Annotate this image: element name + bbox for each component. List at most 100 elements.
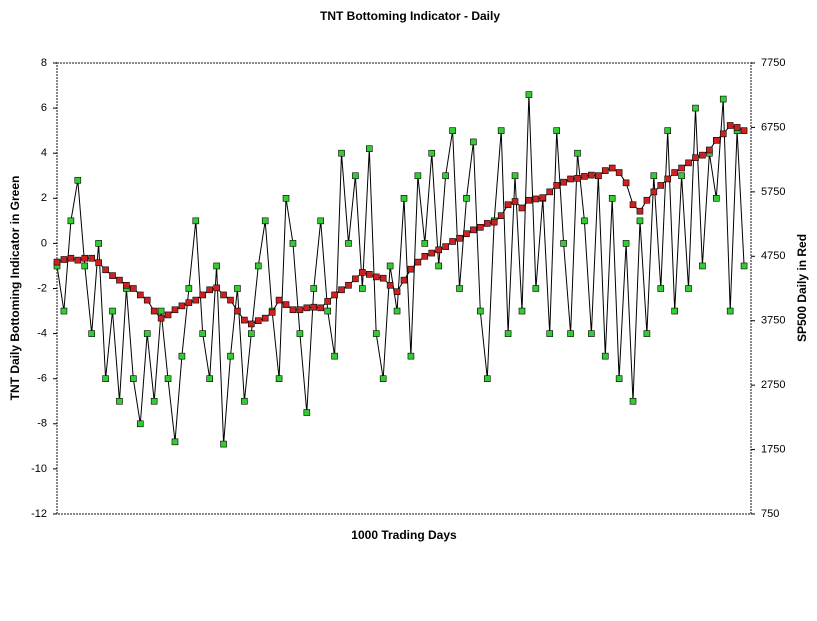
point-marker: [338, 149, 345, 157]
point-marker: [199, 330, 207, 337]
y-axis-label: TNT Daily Bottoming Indicator in Green: [8, 176, 22, 401]
point-marker: [220, 440, 227, 448]
y2-tick-label: 2750: [761, 379, 785, 391]
point-marker: [726, 122, 734, 129]
point-marker: [282, 301, 290, 308]
point-marker: [560, 240, 567, 247]
point-marker: [102, 266, 109, 274]
point-marker: [185, 299, 193, 306]
point-marker: [81, 254, 89, 262]
point-marker: [178, 302, 186, 310]
point-marker: [546, 330, 554, 337]
point-marker: [164, 311, 172, 319]
point-marker: [338, 286, 345, 294]
point-marker: [60, 307, 68, 315]
point-marker: [192, 296, 200, 304]
point-marker: [310, 285, 318, 292]
point-marker: [192, 217, 200, 225]
y-tick-label: 4: [41, 147, 47, 159]
point-marker: [699, 262, 706, 270]
point-marker: [60, 256, 68, 263]
point-marker: [483, 220, 491, 227]
point-marker: [157, 307, 165, 315]
point-marker: [497, 212, 505, 219]
point-marker: [560, 178, 567, 186]
y-tick-label: 6: [41, 102, 47, 114]
point-marker: [379, 375, 387, 383]
y-tick-label: -10: [31, 463, 47, 475]
point-marker: [712, 137, 720, 144]
point-marker: [241, 316, 248, 324]
point-marker: [726, 307, 734, 315]
point-marker: [553, 127, 560, 134]
point-marker: [504, 330, 512, 337]
point-marker: [213, 262, 220, 270]
point-marker: [227, 352, 234, 360]
point-marker: [463, 195, 470, 202]
point-marker: [456, 285, 463, 292]
point-marker: [699, 151, 706, 159]
point-marker: [685, 159, 692, 167]
point-marker: [310, 303, 318, 311]
point-marker: [567, 175, 574, 183]
point-marker: [629, 201, 637, 209]
point-marker: [248, 320, 255, 328]
point-marker: [643, 196, 651, 204]
y2-tick-label: 4750: [761, 250, 785, 262]
point-marker: [636, 217, 644, 225]
point-marker: [386, 262, 394, 270]
y2-tick-label: 7750: [761, 57, 785, 69]
point-marker: [435, 262, 443, 270]
point-marker: [442, 243, 449, 250]
point-marker: [692, 104, 699, 112]
point-marker: [331, 291, 338, 299]
point-marker: [303, 409, 311, 416]
point-marker: [220, 291, 227, 299]
point-marker: [470, 138, 477, 146]
point-marker: [241, 397, 248, 405]
point-marker: [400, 276, 408, 284]
point-marker: [719, 130, 727, 138]
point-marker: [706, 146, 713, 154]
point-marker: [553, 182, 560, 189]
point-marker: [67, 254, 75, 262]
point-marker: [477, 307, 484, 315]
point-marker: [109, 272, 116, 279]
point-marker: [615, 375, 623, 383]
point-marker: [88, 330, 95, 337]
point-marker: [136, 291, 144, 299]
point-marker: [143, 296, 151, 304]
point-marker: [213, 284, 220, 292]
y2-axis-label: SP500 Daily in Red: [795, 234, 809, 342]
point-marker: [664, 127, 672, 134]
point-marker: [95, 240, 102, 247]
point-marker: [671, 169, 678, 176]
point-marker: [546, 188, 554, 196]
point-marker: [345, 281, 352, 289]
point-marker: [74, 176, 82, 184]
point-marker: [497, 127, 505, 134]
y-tick-label: -6: [37, 373, 47, 385]
point-marker: [372, 330, 380, 337]
point-marker: [282, 195, 290, 202]
point-marker: [150, 307, 158, 315]
point-marker: [102, 375, 109, 383]
point-marker: [504, 201, 512, 209]
y-tick-label: -4: [37, 328, 47, 340]
point-marker: [740, 262, 748, 270]
point-marker: [268, 309, 276, 316]
point-marker: [275, 296, 283, 304]
point-marker: [88, 254, 95, 262]
point-marker: [601, 352, 609, 360]
point-marker: [393, 307, 401, 315]
point-marker: [365, 145, 373, 152]
point-marker: [483, 375, 491, 383]
point-marker: [685, 285, 692, 292]
point-marker: [95, 259, 102, 267]
point-marker: [150, 397, 158, 405]
point-marker: [581, 173, 588, 180]
point-marker: [671, 307, 678, 315]
point-marker: [435, 246, 443, 254]
